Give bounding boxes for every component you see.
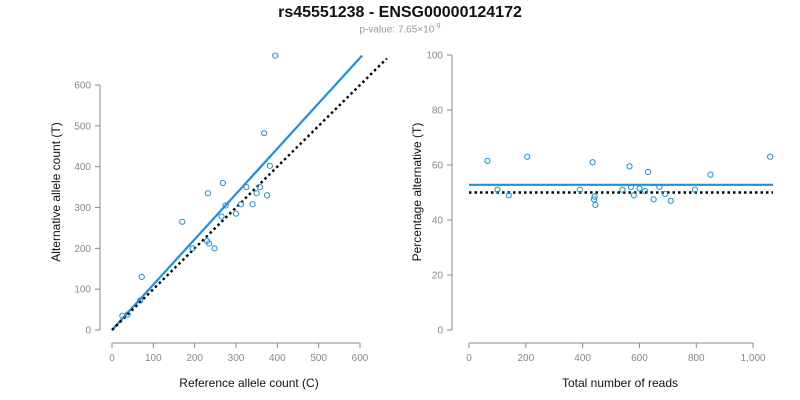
data-point <box>484 157 491 164</box>
data-point <box>189 245 196 252</box>
data-point <box>590 196 598 203</box>
data-point <box>261 130 268 137</box>
data-point <box>256 183 264 191</box>
y-tick-label: 200 <box>74 244 91 255</box>
data-point <box>179 218 186 225</box>
data-point <box>249 201 256 208</box>
data-point <box>661 190 669 197</box>
x-tick-label: 200 <box>517 353 534 364</box>
data-point <box>218 213 225 220</box>
x-tick-label: 800 <box>688 353 705 364</box>
data-point <box>667 197 674 204</box>
data-point <box>630 192 637 199</box>
data-point <box>707 171 714 178</box>
x-tick-label: 300 <box>228 353 245 364</box>
data-point <box>619 186 626 193</box>
data-point <box>237 201 245 208</box>
allele-count-scatter-panel: 0 100 200 300 400 500 600 0 100 200 300 400 500 600 Re… <box>49 52 388 390</box>
data-point <box>691 186 698 193</box>
y-tick-label: 0 <box>437 326 443 337</box>
data-point <box>626 163 633 170</box>
x-tick-label: 100 <box>145 353 162 364</box>
data-point <box>219 179 226 187</box>
x-axis-title: Reference allele count (C) <box>179 376 318 390</box>
data-point <box>592 201 599 208</box>
y-tick-label: 0 <box>85 326 91 337</box>
data-point <box>204 190 211 197</box>
data-point <box>211 245 218 252</box>
data-point <box>642 188 649 195</box>
x-tick-label: 0 <box>466 353 472 364</box>
x-tick-label: 600 <box>352 353 369 364</box>
data-point <box>589 159 596 166</box>
x-tick-label: 200 <box>186 353 203 364</box>
data-point <box>232 210 240 217</box>
x-tick-label: 1,000 <box>741 353 766 364</box>
y-tick-label: 80 <box>432 106 444 117</box>
reference-dotted-line <box>111 57 388 331</box>
data-point <box>505 192 512 199</box>
y-tick-label: 100 <box>426 51 443 62</box>
x-tick-label: 0 <box>109 353 115 364</box>
y-tick-label: 60 <box>432 161 444 172</box>
y-tick-label: 400 <box>74 162 91 173</box>
y-tick-label: 600 <box>74 81 91 92</box>
x-tick-label: 600 <box>631 353 648 364</box>
trend-lines <box>111 55 388 331</box>
data-point <box>263 192 271 199</box>
percentage-alternative-scatter-panel: 0 200 400 600 800 1,000 0 20 40 60 80 100 Total numb… <box>410 51 774 390</box>
data-point <box>124 311 131 318</box>
data-point <box>253 190 260 197</box>
p-value-exponent: -9 <box>434 23 441 30</box>
regression-fit-line <box>111 55 363 331</box>
y-axis-title: Percentage alternative (T) <box>410 123 424 262</box>
data-point <box>494 186 501 193</box>
y-axis-title: Alternative allele count (T) <box>49 122 63 261</box>
data-point <box>137 297 144 304</box>
data-point <box>650 196 657 203</box>
data-point <box>222 202 229 209</box>
y-tick-label: 300 <box>74 203 91 214</box>
y-tick-label: 20 <box>432 271 444 282</box>
data-point <box>636 185 643 192</box>
p-value-subtitle: p-value: 7.65×10-9 <box>0 23 800 35</box>
data-point <box>656 183 663 191</box>
x-axis-title: Total number of reads <box>562 376 678 390</box>
trend-lines <box>469 183 773 194</box>
data-point <box>138 273 145 281</box>
data-point <box>644 168 652 175</box>
x-tick-label: 400 <box>574 353 591 364</box>
data-point <box>524 153 531 160</box>
x-tick-label: 400 <box>269 353 286 364</box>
data-point <box>272 52 279 59</box>
p-value-text: p-value: 7.65×10 <box>359 24 435 36</box>
data-point <box>206 240 213 247</box>
data-point <box>266 162 273 169</box>
chart-title: rs45551238 - ENSG00000124172 <box>278 4 522 21</box>
data-point <box>591 193 598 200</box>
data-point <box>767 153 774 160</box>
y-tick-label: 500 <box>74 121 91 132</box>
data-point <box>243 183 250 191</box>
data-point <box>576 186 583 193</box>
x-tick-label: 500 <box>310 353 327 364</box>
data-point <box>627 183 635 191</box>
y-tick-label: 100 <box>74 285 91 296</box>
y-tick-label: 40 <box>432 216 444 227</box>
